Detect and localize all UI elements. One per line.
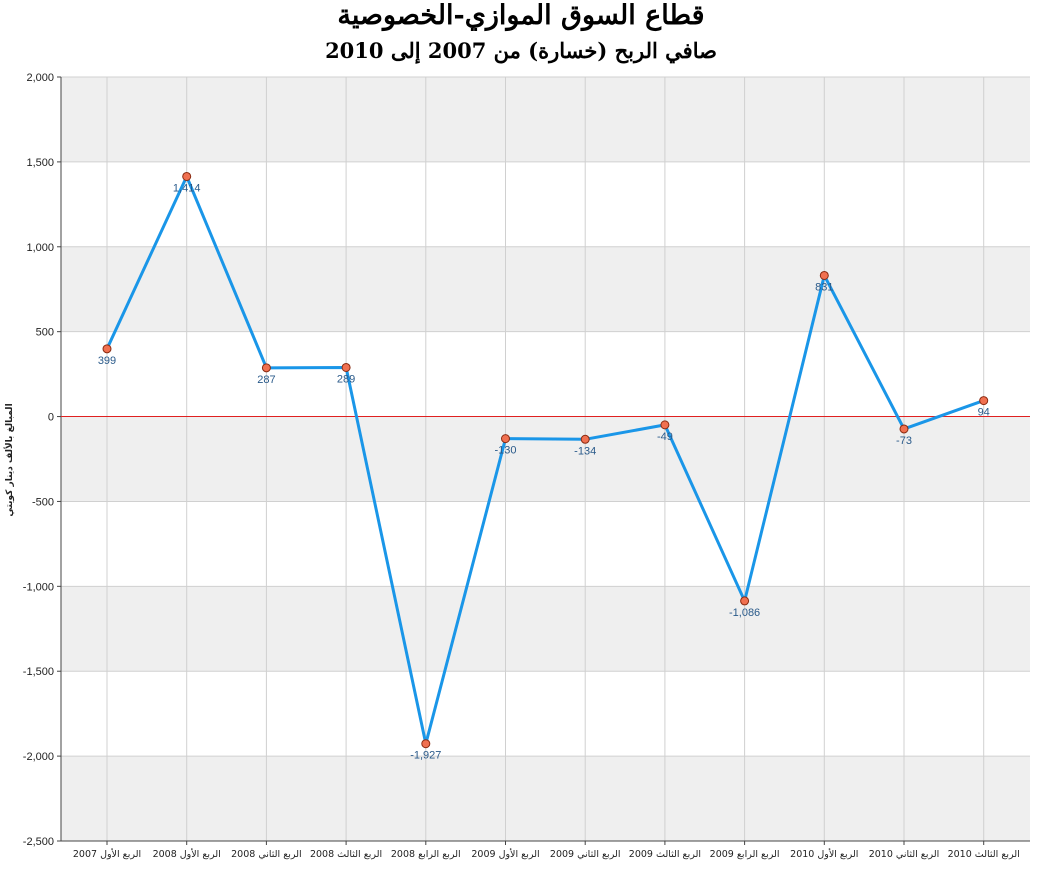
data-point	[261, 363, 271, 373]
y-tick-label: 2,000	[26, 72, 54, 84]
plot-band	[61, 77, 1030, 162]
y-tick-label: 0	[48, 412, 54, 424]
plot-band	[61, 756, 1030, 841]
x-tick-label: الربع الثاني 2008	[231, 849, 302, 860]
data-point	[341, 362, 351, 372]
chart-subtitle: صافي الربح (خسارة) من 2007 إلى 2010	[325, 38, 717, 63]
x-tick-label: الربع الأول 2007	[73, 848, 141, 860]
x-tick-label: الربع الثالث 2008	[310, 849, 382, 860]
x-tick-label: الربع الثاني 2010	[869, 849, 940, 860]
x-tick-label: الربع الرابع 2008	[391, 849, 461, 860]
data-point	[421, 739, 431, 749]
y-tick-label: 500	[36, 327, 54, 339]
data-label: -49	[657, 431, 673, 443]
data-label: 831	[815, 281, 833, 293]
data-label: -1,927	[410, 750, 441, 762]
y-tick-label: -1,500	[23, 666, 54, 678]
data-point	[102, 344, 112, 354]
plot-band	[61, 586, 1030, 672]
y-tick-label: -500	[32, 496, 54, 508]
data-label: -134	[574, 445, 596, 457]
x-tick-label: الربع الثاني 2009	[550, 849, 621, 860]
data-point	[501, 434, 510, 444]
data-label: 1,414	[173, 182, 201, 194]
chart-title: قطاع السوق الموازي-الخصوصية	[337, 0, 705, 31]
x-tick-label: الربع الثالث 2009	[629, 849, 701, 860]
data-label: -1,086	[729, 607, 760, 619]
data-label: 287	[257, 374, 275, 386]
data-label: 399	[98, 355, 116, 367]
x-tick-label: الربع الأول 2010	[790, 848, 858, 860]
data-label: -73	[896, 435, 912, 447]
data-label: 289	[337, 373, 355, 385]
y-axis-label: المبالغ بالألف دينار كويتي	[3, 403, 15, 516]
x-tick-label: الربع الأول 2009	[471, 848, 539, 860]
data-point	[182, 171, 192, 181]
data-point	[580, 434, 590, 444]
y-tick-label: -2,500	[23, 836, 54, 848]
y-tick-label: 1,000	[26, 242, 54, 254]
plot-band	[61, 246, 1030, 332]
data-point	[819, 270, 829, 280]
plot-band	[61, 416, 1030, 502]
data-label: -130	[494, 445, 516, 457]
x-tick-label: الربع الرابع 2009	[710, 849, 780, 860]
x-tick-label: الربع الأول 2008	[153, 848, 221, 860]
data-point	[740, 596, 750, 606]
y-tick-label: 1,500	[26, 157, 54, 169]
data-point	[660, 420, 670, 430]
data-label: 94	[978, 407, 990, 419]
series-line	[105, 174, 985, 746]
data-point	[899, 424, 909, 434]
x-tick-label: الربع الثالث 2010	[948, 849, 1020, 860]
data-point	[979, 396, 989, 406]
y-tick-label: -2,000	[23, 751, 54, 763]
y-tick-label: -1,000	[23, 581, 54, 593]
